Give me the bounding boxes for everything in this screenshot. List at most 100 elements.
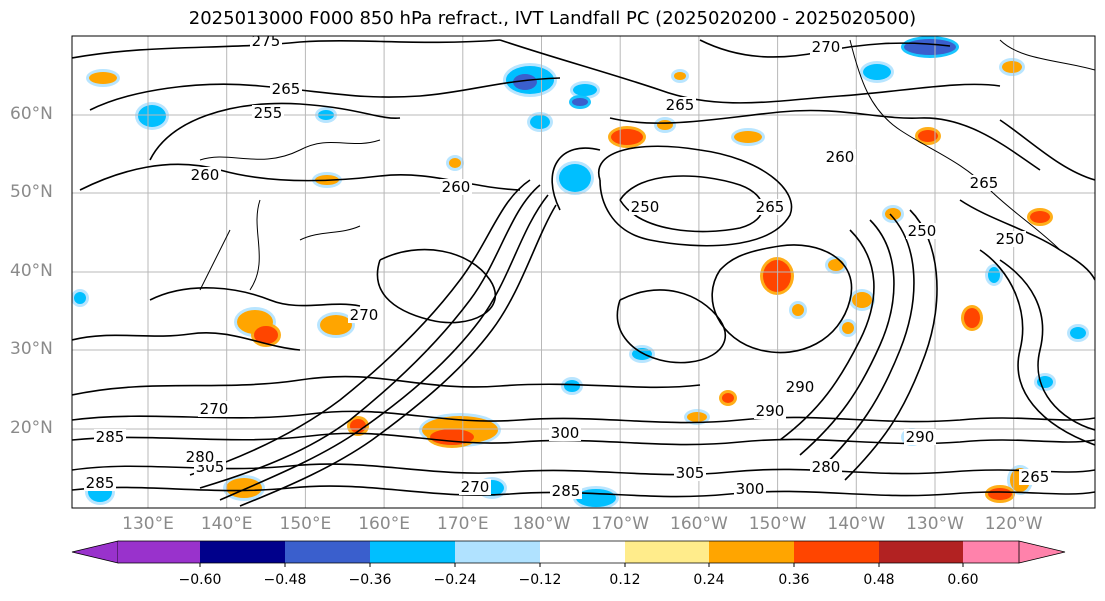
refractivity-contours bbox=[72, 39, 1095, 507]
contour-label-bg bbox=[550, 483, 582, 499]
colorbar-extend-low bbox=[71, 540, 119, 564]
contour-line bbox=[799, 219, 895, 456]
contour-label-bg bbox=[84, 475, 116, 491]
coastlines bbox=[199, 39, 1095, 291]
colorbar-tick-label: −0.12 bbox=[518, 572, 562, 588]
lat-label: 30°N bbox=[10, 339, 53, 359]
contour-label: 260 bbox=[442, 178, 471, 196]
contour-label: 285 bbox=[552, 482, 581, 500]
contour-line bbox=[149, 287, 361, 307]
shading-blob bbox=[852, 292, 872, 308]
lon-label: 170°E bbox=[436, 514, 489, 534]
colorbar-tick-label: 0.48 bbox=[863, 572, 895, 588]
contour-label: 290 bbox=[906, 428, 935, 446]
shading-blob bbox=[530, 115, 550, 129]
contour-label: 255 bbox=[254, 104, 283, 122]
contour-label: 250 bbox=[908, 222, 937, 240]
contour-label: 290 bbox=[756, 402, 785, 420]
lat-label: 40°N bbox=[10, 261, 53, 281]
shading-blob bbox=[988, 267, 1000, 283]
colorbar-bin bbox=[625, 541, 709, 563]
contour-label: 275 bbox=[252, 32, 281, 50]
map-title: 2025013000 F000 850 hPa refract., IVT La… bbox=[188, 8, 917, 29]
shading-blob bbox=[863, 64, 891, 80]
coastline bbox=[849, 39, 1061, 251]
lat-label: 50°N bbox=[10, 182, 53, 202]
colorbar-bin bbox=[285, 541, 370, 563]
shading-blob bbox=[611, 129, 643, 145]
shading-blob bbox=[138, 105, 166, 127]
contour-label: 250 bbox=[996, 230, 1025, 248]
shading-blob bbox=[828, 259, 844, 271]
map-frame bbox=[71, 35, 1096, 509]
coastline bbox=[249, 199, 261, 291]
colorbar-tick-label: 0.36 bbox=[778, 572, 810, 588]
contour-label-bg bbox=[904, 429, 936, 445]
contour-line bbox=[979, 249, 1095, 446]
contour-label-bg bbox=[629, 199, 661, 215]
shading-blob bbox=[792, 304, 804, 316]
contour-line bbox=[844, 209, 938, 481]
contour-line bbox=[72, 410, 1095, 424]
colorbar-bin bbox=[200, 541, 285, 563]
shading-blob bbox=[657, 120, 673, 130]
lon-label: 130°W bbox=[906, 514, 964, 534]
colorbar-bin bbox=[963, 541, 1019, 563]
contour-label-bg bbox=[754, 199, 786, 215]
contour-label-bg bbox=[94, 429, 126, 445]
lon-label: 130°E bbox=[122, 514, 174, 534]
contour-label: 300 bbox=[736, 480, 765, 498]
contour-line bbox=[72, 463, 1095, 476]
contour-label-bg bbox=[549, 425, 581, 441]
shading-blob bbox=[1070, 327, 1086, 339]
contour-line bbox=[189, 179, 531, 476]
contour-line bbox=[597, 145, 793, 247]
contour-label: 265 bbox=[1021, 468, 1050, 486]
contour-line bbox=[499, 39, 1001, 104]
shading-blob bbox=[573, 84, 597, 96]
shading-blob bbox=[254, 326, 278, 344]
contour-label-bg bbox=[784, 379, 816, 395]
contour-label-bg bbox=[674, 465, 706, 481]
lon-label: 120°W bbox=[984, 514, 1043, 534]
contour-label: 265 bbox=[272, 80, 301, 98]
contour-label-bg bbox=[270, 81, 302, 97]
contour-line bbox=[72, 39, 501, 59]
contour-line bbox=[779, 229, 875, 441]
shading-blob bbox=[722, 393, 734, 403]
shading-blob bbox=[918, 130, 938, 142]
shading-blob bbox=[320, 315, 352, 335]
shading-blob bbox=[632, 348, 652, 360]
contour-label: 270 bbox=[200, 400, 229, 418]
contour-label-bg bbox=[754, 403, 786, 419]
contour-label-bg bbox=[1019, 469, 1051, 485]
colorbar-bin bbox=[455, 541, 540, 563]
shading-blob bbox=[904, 39, 956, 55]
shading-blob bbox=[687, 412, 707, 422]
contour-label: 290 bbox=[786, 378, 815, 396]
contour-label-bg bbox=[906, 223, 938, 239]
contour-label: 270 bbox=[812, 38, 841, 56]
contour-line bbox=[72, 375, 701, 396]
lon-label: 140°W bbox=[827, 514, 886, 534]
shading-blob bbox=[74, 292, 86, 304]
contour-line bbox=[199, 184, 541, 489]
contour-label-bg bbox=[252, 105, 284, 121]
lon-label: 150°W bbox=[748, 514, 807, 534]
contour-line bbox=[819, 213, 915, 471]
contour-label-bg bbox=[734, 481, 766, 497]
shading-blob bbox=[449, 158, 461, 168]
lon-label: 160°W bbox=[670, 514, 728, 534]
contour-label: 280 bbox=[812, 458, 841, 476]
contour-line bbox=[239, 204, 557, 507]
contour-label-bg bbox=[198, 401, 230, 417]
contour-line bbox=[551, 147, 601, 211]
coastline bbox=[299, 225, 361, 241]
colorbar-bin bbox=[794, 541, 879, 563]
contour-label-bg bbox=[189, 167, 221, 183]
contour-label: 260 bbox=[191, 166, 220, 184]
contour-labels: 275 270 265 255 260 265 260 250 265 260 270 250 265 2… bbox=[84, 32, 1051, 500]
coastline bbox=[199, 229, 231, 291]
contour-label: 280 bbox=[186, 448, 215, 466]
colorbar-bin bbox=[118, 541, 200, 563]
